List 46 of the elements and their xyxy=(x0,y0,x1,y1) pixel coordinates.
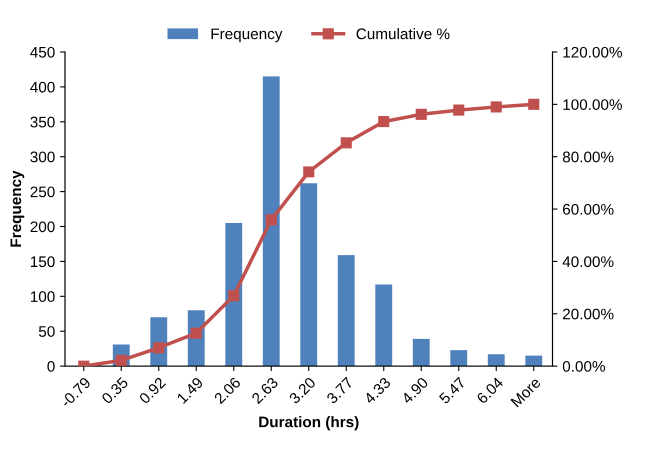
y2-tick-label: 80.00% xyxy=(562,152,614,162)
y-tick-label: 50 xyxy=(38,326,55,337)
x-tick-label: 4.33 xyxy=(363,376,392,405)
bar xyxy=(225,223,242,366)
x-tick-label: 0.92 xyxy=(138,376,166,404)
y-tick-label: 100 xyxy=(30,291,55,302)
y-tick-label: 350 xyxy=(30,116,55,128)
y2-tick-label: 0.00% xyxy=(562,360,605,372)
y2-tick-label: 60.00% xyxy=(563,204,614,215)
bar xyxy=(375,284,392,366)
y-tick-label: 200 xyxy=(30,221,55,232)
y2-tick-label: 20.00% xyxy=(562,308,614,320)
bar xyxy=(338,255,355,366)
point xyxy=(490,101,502,113)
y-tick-label: 450 xyxy=(30,46,55,58)
point xyxy=(190,328,202,339)
x-tick-label: 4.90 xyxy=(400,376,429,405)
bar xyxy=(488,354,505,366)
legend-label: Frequency xyxy=(212,28,282,42)
y2-tick-label: 40.00% xyxy=(562,256,614,268)
point xyxy=(528,98,540,110)
y2-tick-label: 100.00% xyxy=(563,99,622,110)
point xyxy=(453,104,464,116)
y-tick-label: 250 xyxy=(30,186,55,198)
point xyxy=(416,108,427,120)
point xyxy=(266,214,277,226)
point xyxy=(153,342,164,354)
legend-label: Cumulative % xyxy=(356,28,450,40)
bar xyxy=(450,350,468,366)
x-tick-label: 6.04 xyxy=(476,376,504,404)
y2-tick-label: 120.00% xyxy=(563,46,622,58)
y-tick-label: 0 xyxy=(47,360,55,372)
bar xyxy=(262,76,280,366)
point xyxy=(228,290,240,302)
point xyxy=(303,166,314,178)
y-tick-label: 300 xyxy=(30,152,55,162)
point xyxy=(340,137,352,148)
x-axis-title: Duration (hrs) xyxy=(259,416,358,430)
bar xyxy=(525,356,542,366)
y-tick-label: 400 xyxy=(30,82,55,93)
bar xyxy=(300,183,318,366)
y-axis-title: Frequency xyxy=(10,170,24,247)
x-tick-label: 3.20 xyxy=(288,376,316,404)
bar xyxy=(412,338,430,366)
point xyxy=(378,116,390,128)
y-tick-label: 150 xyxy=(30,256,55,268)
